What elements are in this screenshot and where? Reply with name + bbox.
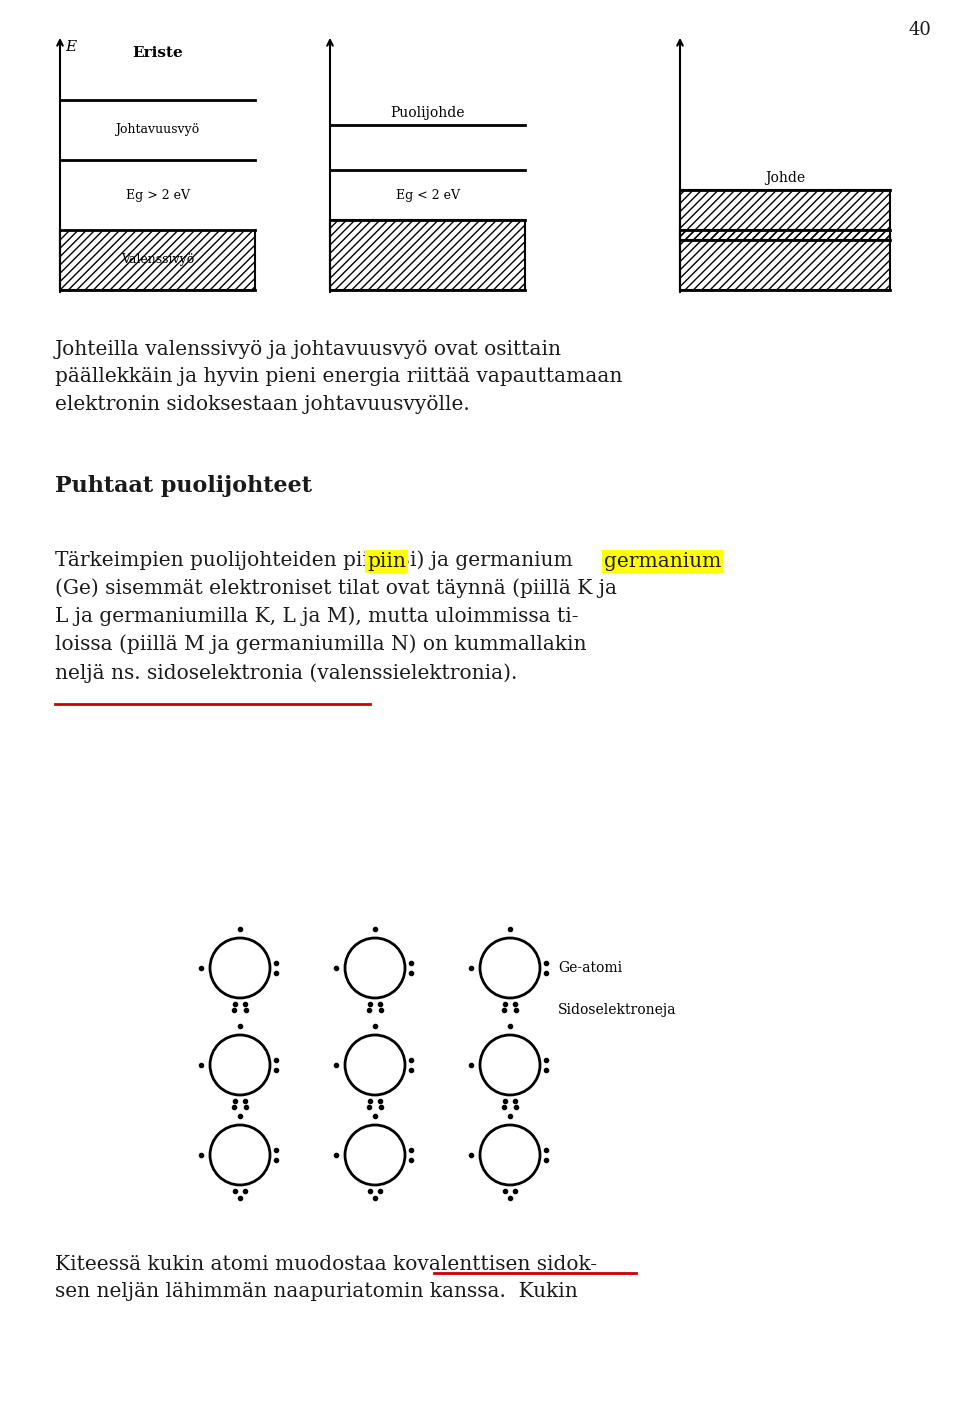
- Bar: [60, 100, 255, 160]
- Text: Puhtaat puolijohteet: Puhtaat puolijohteet: [55, 475, 312, 497]
- Text: Kiteessä kukin atomi muodostaa kovalenttisen sidok-
sen neljän lähimmän naapuria: Kiteessä kukin atomi muodostaa kovalentt…: [55, 1255, 597, 1302]
- Text: Johteilla valenssivyö ja johtavuusvyö ovat osittain
päällekkäin ja hyvin pieni e: Johteilla valenssivyö ja johtavuusvyö ov…: [55, 340, 622, 414]
- Text: Valenssivyö: Valenssivyö: [121, 254, 194, 267]
- Text: Sidoselektroneja: Sidoselektroneja: [558, 1002, 677, 1016]
- Text: Eriste: Eriste: [132, 46, 182, 60]
- Text: Puolijohde: Puolijohde: [391, 105, 465, 119]
- Text: E: E: [65, 39, 76, 53]
- Bar: [60, 230, 255, 291]
- Bar: [680, 190, 890, 240]
- Text: Tärkeimpien puolijohteiden piin (Si) ja germanium
(Ge) sisemmät elektroniset til: Tärkeimpien puolijohteiden piin (Si) ja …: [55, 550, 617, 682]
- Text: Eg > 2 eV: Eg > 2 eV: [126, 188, 189, 202]
- Bar: [680, 230, 890, 291]
- Text: germanium: germanium: [604, 552, 721, 571]
- Text: Ge-atomi: Ge-atomi: [558, 960, 622, 974]
- Text: 40: 40: [908, 21, 931, 39]
- Bar: [330, 220, 525, 291]
- Text: Eg < 2 eV: Eg < 2 eV: [396, 188, 460, 202]
- Text: piin: piin: [367, 552, 406, 571]
- Text: Johtavuusvyö: Johtavuusvyö: [115, 124, 200, 136]
- Text: Johde: Johde: [765, 171, 805, 185]
- Bar: [60, 160, 255, 230]
